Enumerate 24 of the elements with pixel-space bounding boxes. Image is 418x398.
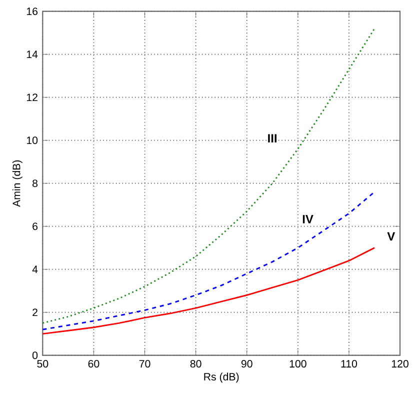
line-series [42, 28, 376, 324]
x-tick-label: 100 [290, 360, 306, 368]
y-tick-label: 0 [32, 352, 38, 360]
line-series [42, 247, 376, 335]
y-tick-label: 8 [32, 180, 38, 188]
x-tick-label: 60 [88, 360, 100, 368]
x-tick-label: 90 [241, 360, 252, 368]
series-label: III [268, 134, 276, 142]
y-tick-label: 6 [32, 222, 38, 230]
y-tick-label: 2 [32, 308, 38, 316]
x-tick-label: 50 [37, 360, 48, 368]
x-tick-label: 120 [392, 360, 408, 368]
series-label: V [387, 232, 396, 240]
y-tick-label: 16 [26, 8, 38, 16]
series-label: IV [302, 215, 314, 224]
y-axis-title: Amin (dB) [12, 160, 22, 207]
x-tick-label: 80 [190, 360, 202, 368]
y-tick-label: 12 [26, 94, 38, 102]
y-tick-label: 4 [32, 266, 38, 273]
y-tick-label: 10 [26, 136, 38, 144]
x-tick-label: 110 [341, 360, 358, 368]
x-axis-title: Rs (dB) [204, 372, 239, 383]
x-tick-label: 70 [139, 360, 150, 368]
y-tick-label: 14 [26, 50, 38, 58]
